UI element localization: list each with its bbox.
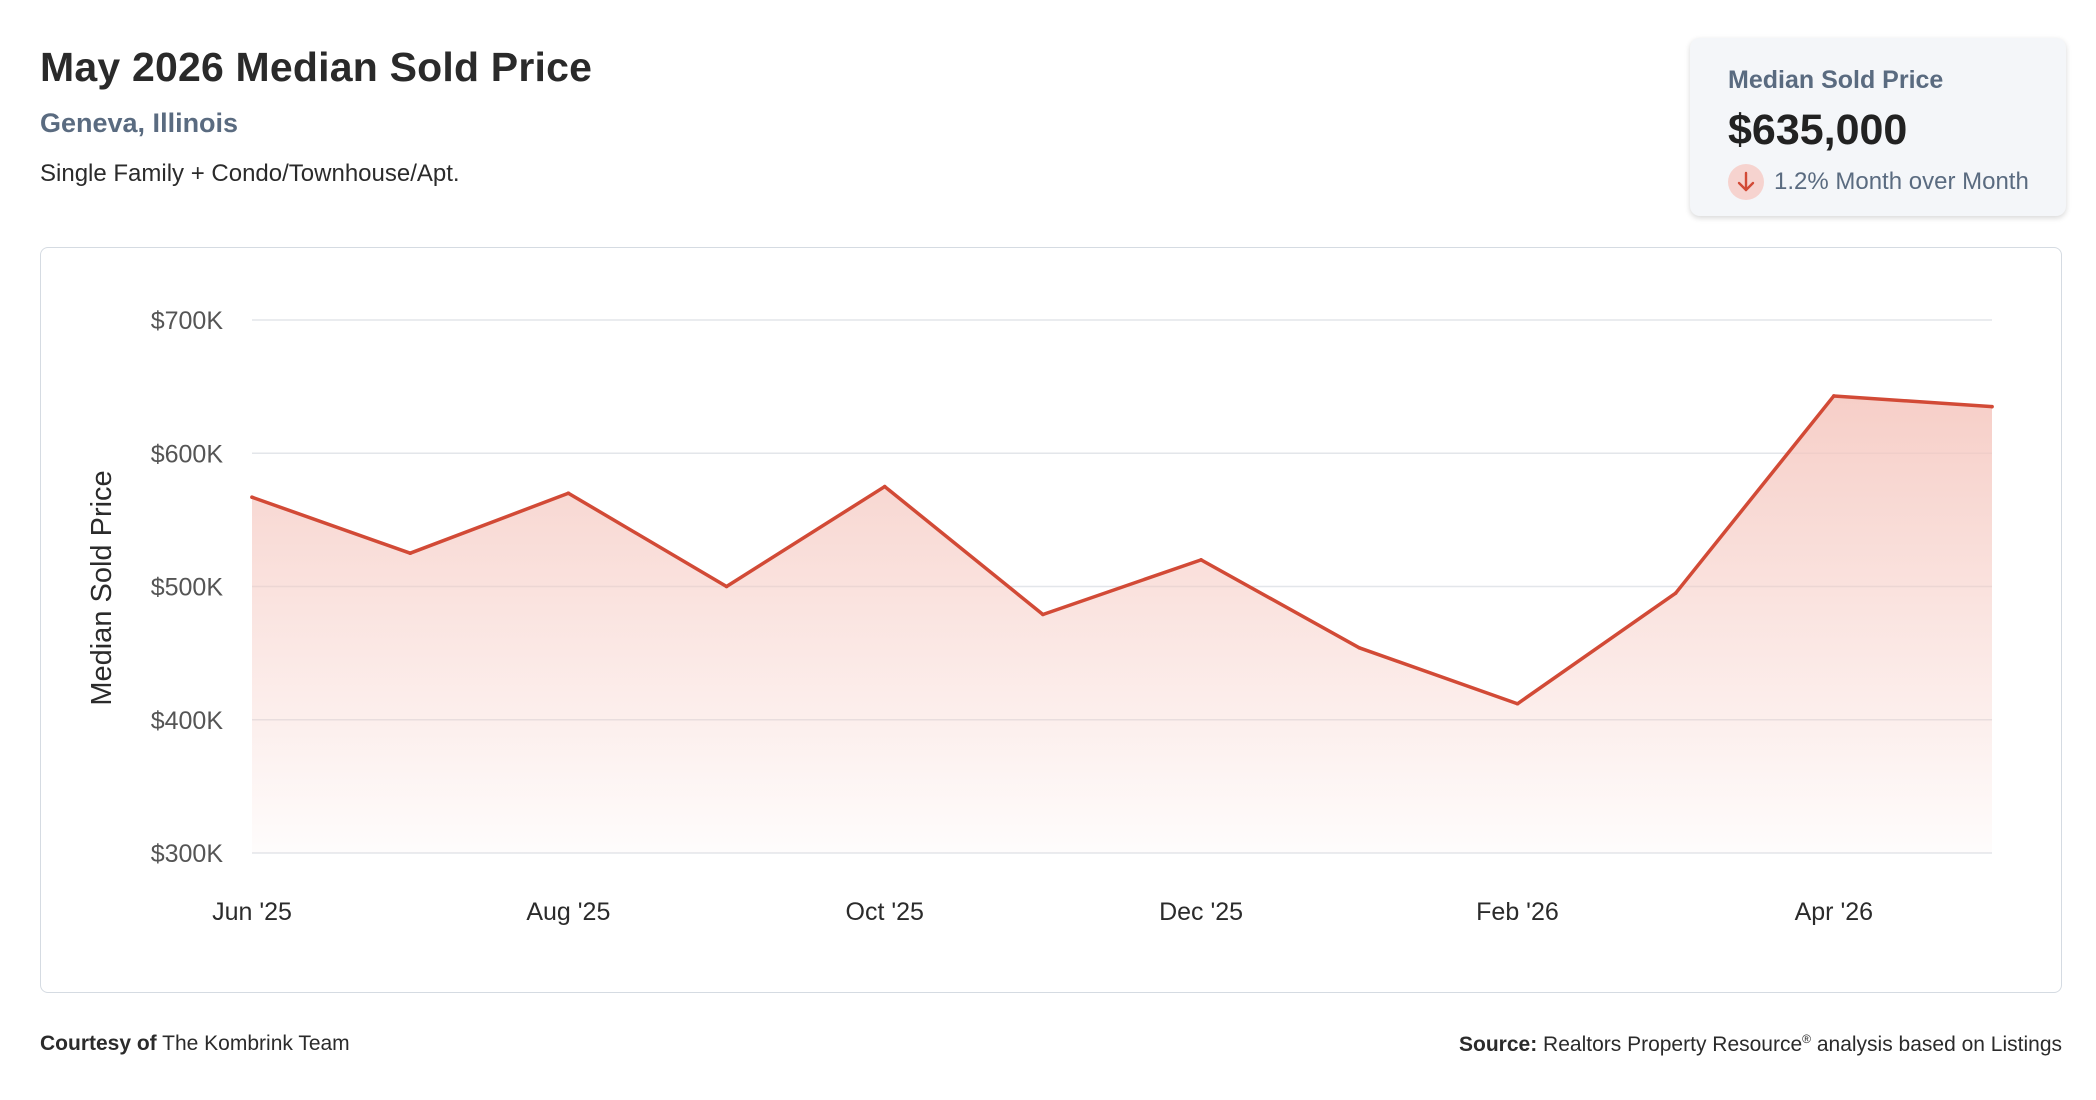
data-point[interactable]	[1357, 645, 1362, 650]
x-tick-label: Aug '25	[526, 898, 610, 926]
median-price-chart: $300K $400K $500K $600K $700K Jun '25 Aug '25…	[86, 307, 1994, 926]
source-label: Source:	[1459, 1033, 1538, 1056]
y-tick-label: $500K	[151, 574, 224, 602]
stat-change-text: 1.2% Month over Month	[1774, 168, 2029, 195]
data-point[interactable]	[724, 584, 729, 589]
x-tick-label: Dec '25	[1159, 898, 1243, 926]
chart-card: $300K $400K $500K $600K $700K Jun '25 Aug '25…	[40, 247, 2062, 993]
source-value: Realtors Property Resource	[1543, 1033, 1803, 1056]
source-suffix: analysis based on Listings	[1816, 1033, 2062, 1056]
courtesy-label: Courtesy of	[40, 1032, 157, 1055]
x-tick-label: Jun '25	[212, 898, 292, 926]
stat-label: Median Sold Price	[1728, 66, 1944, 94]
data-point[interactable]	[1199, 558, 1203, 562]
arrow-down-icon	[1728, 164, 1764, 200]
page-title: May 2026 Median Sold Price	[40, 44, 593, 90]
data-point[interactable]	[1041, 612, 1045, 617]
location-subtitle: Geneva, Illinois	[40, 108, 239, 138]
y-tick-label: $600K	[151, 440, 224, 468]
data-point[interactable]	[1515, 701, 1520, 706]
area-fill	[252, 395, 1992, 853]
data-point[interactable]	[1832, 394, 1836, 398]
data-point[interactable]	[250, 495, 254, 500]
x-tick-label: Apr '26	[1795, 898, 1873, 926]
data-point[interactable]	[408, 551, 412, 555]
data-point[interactable]	[566, 491, 571, 496]
y-tick-label: $300K	[151, 840, 224, 868]
data-point[interactable]	[882, 484, 887, 489]
source-footer: Source: Realtors Property Resource® anal…	[1459, 1032, 2062, 1057]
courtesy-footer: Courtesy of The Kombrink Team	[40, 1032, 350, 1056]
y-tick-label: $700K	[151, 307, 224, 335]
data-point[interactable]	[1673, 591, 1678, 595]
courtesy-value: The Kombrink Team	[162, 1032, 350, 1055]
data-point[interactable]	[1990, 404, 1994, 409]
x-tick-label: Feb '26	[1476, 898, 1559, 926]
median-price-stat-card: Median Sold Price $635,000 1.2% Month ov…	[1690, 38, 2066, 216]
y-axis-label: Median Sold Price	[86, 470, 118, 705]
stat-change: 1.2% Month over Month	[1728, 164, 2029, 200]
property-segment: Single Family + Condo/Townhouse/Apt.	[40, 160, 460, 187]
series-line	[250, 394, 1994, 706]
y-tick-label: $400K	[151, 707, 224, 735]
x-tick-label: Oct '25	[846, 898, 924, 926]
stat-value: $635,000	[1728, 106, 1908, 154]
registered-mark: ®	[1802, 1032, 1811, 1046]
